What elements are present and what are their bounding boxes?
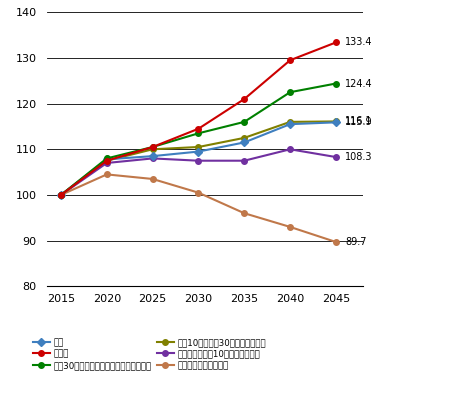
- 人口10万人以上30万人未満の都市: [242, 135, 247, 140]
- 人口５万人未満の都市: [242, 211, 247, 216]
- Line: 人口５万人以上10万人未満の都市: 人口５万人以上10万人未満の都市: [58, 146, 339, 198]
- 人口30万人以上の都市（大都市を除く）: [195, 131, 201, 136]
- 大都市: [104, 158, 110, 163]
- 人口10万人以上30万人未満の都市: [58, 193, 64, 198]
- 人口５万人未満の都市: [150, 177, 155, 182]
- Text: 115.9: 115.9: [345, 117, 373, 127]
- 大都市: [242, 97, 247, 101]
- Line: 人口30万人以上の都市（大都市を除く）: 人口30万人以上の都市（大都市を除く）: [58, 81, 339, 198]
- 大都市: [58, 193, 64, 198]
- 全国: [287, 122, 293, 127]
- 全国: [58, 193, 64, 198]
- 大都市: [287, 58, 293, 63]
- Text: 124.4: 124.4: [345, 79, 373, 88]
- 人口５万人以上10万人未満の都市: [287, 147, 293, 152]
- Legend: 全国, 大都市, 人口30万人以上の都市（大都市を除く）, 人口10万人以上30万人未満の都市, 人口５万人以上10万人未満の都市, 人口５万人未満の都市: 全国, 大都市, 人口30万人以上の都市（大都市を除く）, 人口10万人以上30…: [29, 335, 270, 373]
- 人口10万人以上30万人未満の都市: [104, 158, 110, 163]
- 人口10万人以上30万人未満の都市: [287, 119, 293, 124]
- 人口５万人以上10万人未満の都市: [150, 156, 155, 161]
- Text: 89.7: 89.7: [345, 237, 367, 247]
- 人口10万人以上30万人未満の都市: [333, 119, 339, 124]
- 人口５万人以上10万人未満の都市: [58, 193, 64, 198]
- 人口５万人以上10万人未満の都市: [104, 160, 110, 165]
- 人口５万人未満の都市: [104, 172, 110, 177]
- 全国: [333, 120, 339, 125]
- 人口10万人以上30万人未満の都市: [150, 147, 155, 152]
- Line: 全国: 全国: [58, 119, 339, 198]
- 人口５万人以上10万人未満の都市: [242, 158, 247, 163]
- Line: 人口10万人以上30万人未満の都市: 人口10万人以上30万人未満の都市: [58, 119, 339, 198]
- 全国: [195, 149, 201, 154]
- 人口５万人未満の都市: [333, 240, 339, 245]
- 大都市: [150, 144, 155, 149]
- 人口30万人以上の都市（大都市を除く）: [58, 193, 64, 198]
- Line: 大都市: 大都市: [58, 40, 339, 198]
- 人口５万人未満の都市: [195, 190, 201, 195]
- Text: 133.4: 133.4: [345, 37, 372, 47]
- 全国: [150, 154, 155, 159]
- 人口30万人以上の都市（大都市を除く）: [242, 119, 247, 124]
- 全国: [242, 140, 247, 145]
- 人口５万人未満の都市: [287, 225, 293, 229]
- 全国: [104, 157, 110, 162]
- 人口５万人以上10万人未満の都市: [333, 155, 339, 160]
- 大都市: [195, 126, 201, 131]
- Text: 108.3: 108.3: [345, 152, 372, 162]
- 人口30万人以上の都市（大都市を除く）: [150, 144, 155, 149]
- 人口５万人未満の都市: [58, 193, 64, 198]
- Text: 116.1: 116.1: [345, 117, 372, 126]
- Line: 人口５万人未満の都市: 人口５万人未満の都市: [58, 172, 339, 245]
- 人口10万人以上30万人未満の都市: [195, 144, 201, 149]
- 人口30万人以上の都市（大都市を除く）: [104, 156, 110, 161]
- 人口30万人以上の都市（大都市を除く）: [287, 90, 293, 94]
- 大都市: [333, 40, 339, 45]
- 人口30万人以上の都市（大都市を除く）: [333, 81, 339, 86]
- 人口５万人以上10万人未満の都市: [195, 158, 201, 163]
